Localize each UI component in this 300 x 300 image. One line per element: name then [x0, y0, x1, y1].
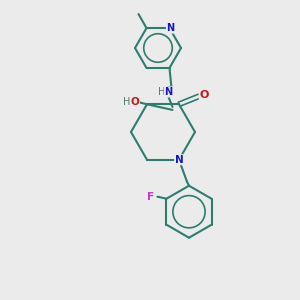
Text: N: N — [164, 87, 172, 97]
Text: N: N — [167, 23, 175, 33]
Text: H: H — [123, 97, 131, 107]
Text: O: O — [130, 97, 140, 107]
Text: H: H — [158, 87, 165, 97]
Text: O: O — [199, 90, 209, 100]
Text: F: F — [147, 192, 154, 202]
Text: N: N — [175, 155, 183, 165]
